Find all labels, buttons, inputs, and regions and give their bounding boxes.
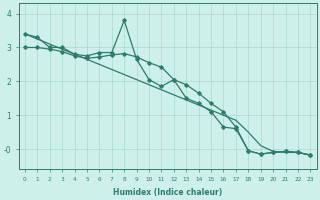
X-axis label: Humidex (Indice chaleur): Humidex (Indice chaleur) [113, 188, 222, 197]
